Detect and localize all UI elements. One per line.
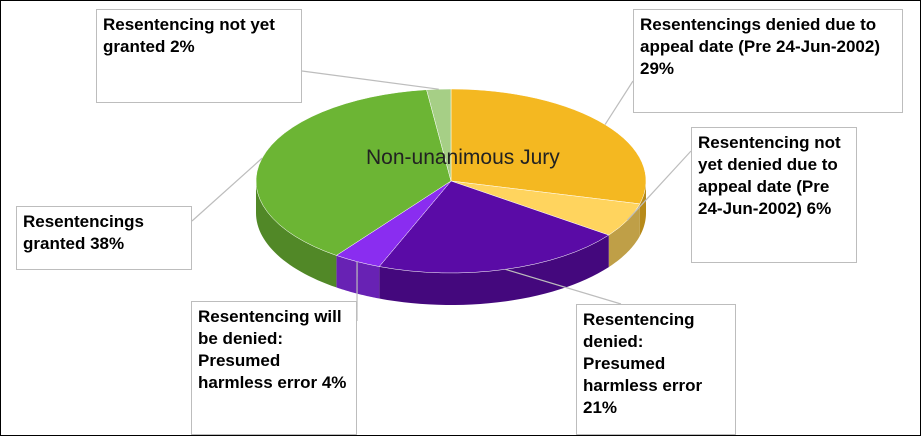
label-name: Resentencings granted <box>23 212 144 253</box>
label-value: 38% <box>90 234 125 253</box>
slice-side <box>608 203 640 268</box>
slice-side <box>379 235 609 305</box>
slice <box>450 88 647 205</box>
data-label: Resentencing denied: Presumed harmless e… <box>576 304 736 435</box>
label-name: Resentencing not yet granted <box>103 15 275 56</box>
leader-line <box>505 268 622 305</box>
data-label: Resentencings denied due to appeal date … <box>633 9 903 113</box>
slice <box>255 89 452 256</box>
label-value: 21% <box>583 398 618 417</box>
label-value: 6% <box>806 199 832 218</box>
label-value: 29% <box>640 59 675 78</box>
data-label: Resentencing not yet granted 2% <box>96 9 302 103</box>
leader-line <box>626 150 692 221</box>
label-value: 4% <box>321 373 347 392</box>
data-label: Resentencing will be denied: Presumed ha… <box>191 301 357 435</box>
label-value: 2% <box>170 37 195 56</box>
data-label: Resentencings granted 38% <box>16 206 192 270</box>
label-name: Resentencings denied due to appeal date … <box>640 15 880 56</box>
slice-side <box>256 181 337 288</box>
leader-line <box>301 70 439 90</box>
label-name: Resentencing not yet denied due to appea… <box>698 133 841 218</box>
label-name: Resentencing will be denied: Presumed ha… <box>198 307 342 392</box>
data-label: Resentencing not yet denied due to appea… <box>691 127 857 263</box>
leader-line <box>604 80 634 125</box>
slice-side <box>639 181 646 236</box>
chart-title: Non-unanimous Jury <box>366 146 560 169</box>
label-name: Resentencing denied: Presumed harmless e… <box>583 310 703 395</box>
leader-line <box>191 157 263 222</box>
slice <box>378 180 610 274</box>
slice-side <box>336 255 380 299</box>
